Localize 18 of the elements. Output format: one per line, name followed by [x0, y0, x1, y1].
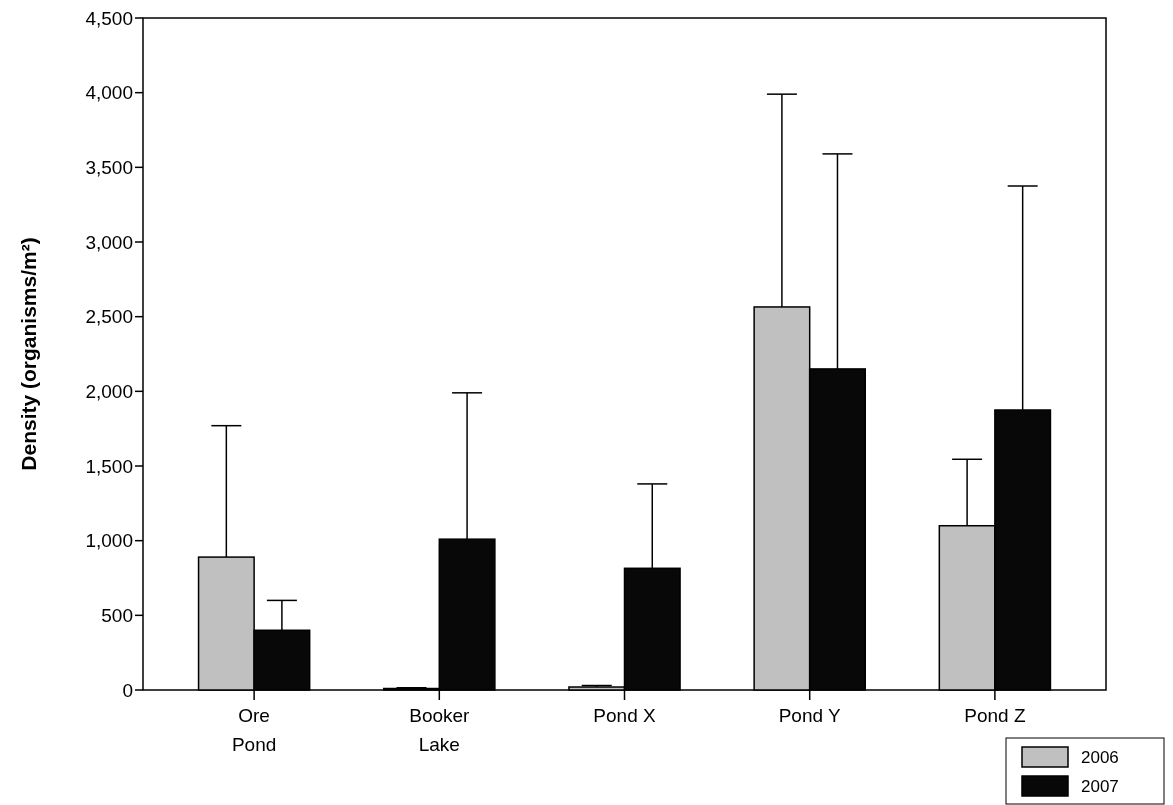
y-tick-label: 500 [101, 604, 133, 626]
x-tick-label: Pond Y [778, 705, 842, 726]
x-tick-label: Pond Z [964, 705, 1026, 726]
y-tick-label: 1,000 [85, 530, 133, 552]
y-tick-label: 4,000 [85, 82, 133, 104]
x-tick-label: Booker Lake [409, 705, 471, 755]
y-tick-label: 4,500 [85, 7, 133, 29]
legend-label: 2006 [1081, 747, 1119, 767]
y-tick-label: 2,000 [85, 380, 133, 402]
y-tick-label: 2,500 [85, 306, 133, 328]
y-tick-label: 3,500 [85, 156, 133, 178]
y-tick-label: 1,500 [85, 455, 133, 477]
legend-label: 2007 [1081, 776, 1119, 796]
y-axis-title: Density (organisms/m²) [17, 237, 40, 471]
x-tick-label: Ore Pond [231, 705, 277, 755]
y-tick-label: 0 [122, 679, 133, 701]
x-tick-label: Pond X [593, 705, 656, 726]
y-tick-label: 3,000 [85, 231, 133, 253]
